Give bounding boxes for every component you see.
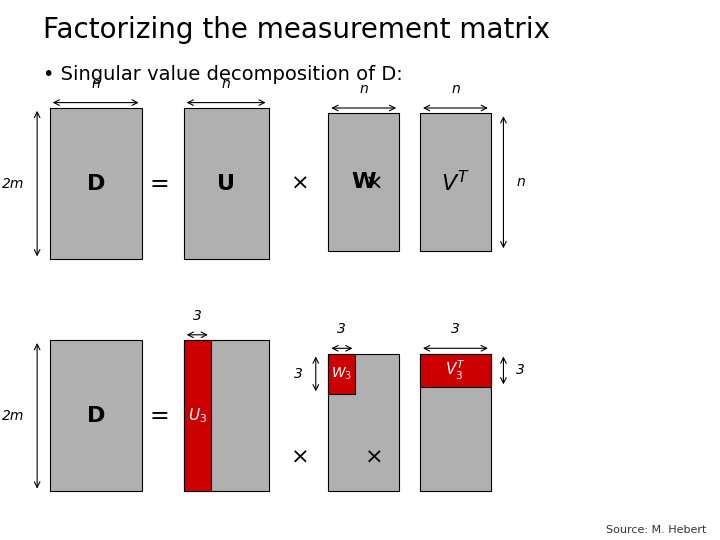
- Bar: [50, 108, 142, 259]
- Text: ×: ×: [291, 173, 310, 194]
- Text: $V^T$: $V^T$: [441, 170, 470, 195]
- Text: ×: ×: [365, 173, 384, 194]
- Text: 2m: 2m: [2, 177, 24, 191]
- Text: D: D: [86, 406, 105, 426]
- Text: D: D: [86, 173, 105, 194]
- Text: 2m: 2m: [2, 409, 24, 423]
- Text: 3: 3: [516, 363, 525, 377]
- Text: n: n: [359, 82, 368, 96]
- Bar: [184, 340, 211, 491]
- Text: =: =: [149, 404, 169, 428]
- Text: n: n: [451, 82, 460, 96]
- Text: W: W: [351, 172, 376, 192]
- Text: n: n: [516, 176, 525, 189]
- Text: 3: 3: [294, 367, 303, 381]
- Text: • Singular value decomposition of D:: • Singular value decomposition of D:: [42, 65, 402, 84]
- Bar: [328, 113, 399, 251]
- Text: Source: M. Hebert: Source: M. Hebert: [606, 524, 706, 535]
- Text: =: =: [149, 172, 169, 195]
- Text: U: U: [217, 173, 235, 194]
- Text: n: n: [91, 77, 100, 91]
- Text: $U_3$: $U_3$: [188, 407, 207, 425]
- Text: 3: 3: [193, 309, 202, 323]
- Bar: [328, 354, 355, 394]
- Bar: [50, 340, 142, 491]
- Bar: [184, 108, 269, 259]
- Text: ×: ×: [365, 448, 384, 468]
- Text: Factorizing the measurement matrix: Factorizing the measurement matrix: [42, 16, 550, 44]
- Bar: [328, 354, 399, 491]
- Text: n: n: [222, 77, 230, 91]
- Text: 3: 3: [338, 322, 346, 336]
- Bar: [420, 354, 491, 491]
- Bar: [420, 354, 491, 387]
- Bar: [184, 340, 269, 491]
- Text: $V_3^T$: $V_3^T$: [445, 359, 466, 382]
- Text: 3: 3: [451, 322, 460, 336]
- Text: ×: ×: [291, 448, 310, 468]
- Bar: [420, 113, 491, 251]
- Text: $W_3$: $W_3$: [331, 366, 352, 382]
